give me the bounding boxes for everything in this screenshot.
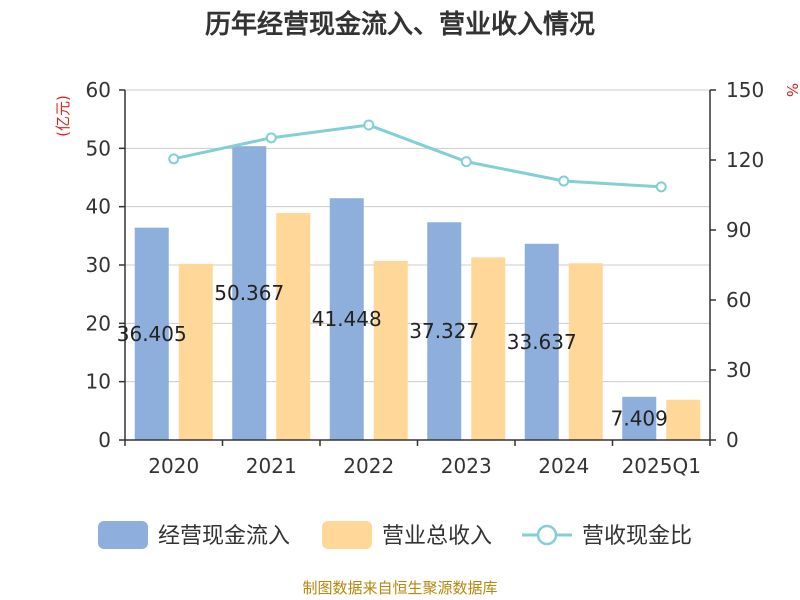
- bar-revenue: [276, 213, 311, 440]
- data-label: 7.409: [611, 406, 668, 430]
- right-tick-label: 0: [726, 428, 739, 452]
- ratio-line: [168, 119, 667, 193]
- left-tick-label: 40: [86, 195, 111, 219]
- ratio-point: [363, 119, 375, 131]
- right-tick-label: 150: [726, 78, 764, 102]
- ratio-line-path: [173, 123, 662, 189]
- right-axis-unit: %: [783, 83, 800, 97]
- x-tick-label: 2023: [441, 454, 492, 478]
- bar-cash-inflow: [524, 243, 559, 440]
- bar-cash-inflow: [427, 222, 462, 440]
- data-label: 50.367: [214, 281, 284, 305]
- left-tick-label: 20: [86, 311, 111, 335]
- legend-cash-inflow-label: 经营现金流入: [158, 524, 290, 549]
- legend-ratio-label: 营收现金比: [582, 524, 692, 549]
- ratio-point: [168, 153, 180, 165]
- bar-cash-inflow: [134, 227, 169, 440]
- left-axis-unit: (亿元): [54, 95, 72, 137]
- right-tick-label: 30: [726, 358, 751, 382]
- ratio-point: [655, 181, 667, 193]
- right-tick-label: 90: [726, 218, 751, 242]
- left-tick-label: 30: [86, 253, 111, 277]
- bar-revenue: [666, 399, 701, 440]
- bar-cash-inflow: [622, 396, 657, 440]
- data-label: 33.637: [507, 330, 577, 354]
- ratio-point: [558, 175, 570, 187]
- x-tick-label: 2022: [343, 454, 394, 478]
- right-tick-label: 120: [726, 148, 764, 172]
- x-tick-label: 2020: [148, 454, 199, 478]
- right-tick-label: 60: [726, 288, 751, 312]
- legend-revenue-label: 营业总收入: [382, 524, 492, 549]
- bars: [134, 146, 701, 440]
- bar-cash-inflow: [329, 198, 364, 440]
- bar-cash-inflow: [232, 146, 267, 440]
- ratio-point: [265, 132, 277, 144]
- bar-revenue: [568, 263, 603, 440]
- left-tick-label: 0: [98, 428, 111, 452]
- data-label: 41.448: [312, 307, 382, 331]
- x-tick-label: 2024: [538, 454, 589, 478]
- legend: 经营现金流入 营业总收入 营收现金比: [98, 521, 692, 549]
- bar-revenue: [178, 263, 213, 440]
- bar-revenue: [471, 257, 506, 440]
- ratio-point: [460, 156, 472, 168]
- legend-revenue-swatch: [322, 521, 372, 549]
- data-label: 37.327: [409, 319, 479, 343]
- data-label: 36.405: [117, 322, 187, 346]
- left-tick-label: 60: [86, 78, 111, 102]
- x-tick-label: 2025Q1: [622, 454, 701, 478]
- bar-revenue: [373, 260, 408, 440]
- source-note: 制图数据来自恒生聚源数据库: [302, 579, 497, 597]
- legend-ratio-swatch-marker: [536, 524, 558, 546]
- chart-title: 历年经营现金流入、营业收入情况: [205, 9, 595, 40]
- legend-cash-inflow-swatch: [98, 521, 148, 549]
- left-tick-label: 50: [86, 136, 111, 160]
- left-tick-label: 10: [86, 370, 111, 394]
- data-labels: 36.405 50.367 41.448 37.327 33.637 7.409: [117, 281, 668, 430]
- x-tick-label: 2021: [246, 454, 297, 478]
- axes: 0 10 20 30 40 50 60 0 30 60 90 120 150 2020 2021 2022 20…: [86, 78, 765, 478]
